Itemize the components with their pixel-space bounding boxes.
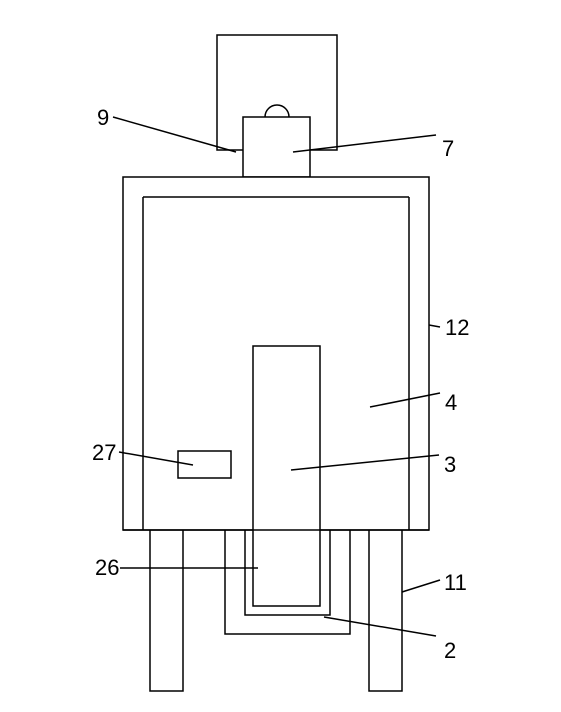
callout-label-26: 26 <box>95 555 119 581</box>
callout-label-12: 12 <box>445 315 469 341</box>
callout-label-11: 11 <box>444 570 467 596</box>
callout-label-7: 7 <box>442 136 454 162</box>
callout-label-27: 27 <box>92 440 116 466</box>
engineering-diagram <box>0 0 561 712</box>
callout-label-3: 3 <box>444 452 456 478</box>
callout-label-4: 4 <box>445 390 457 416</box>
callout-label-2: 2 <box>444 638 456 664</box>
callout-label-9: 9 <box>97 105 109 131</box>
